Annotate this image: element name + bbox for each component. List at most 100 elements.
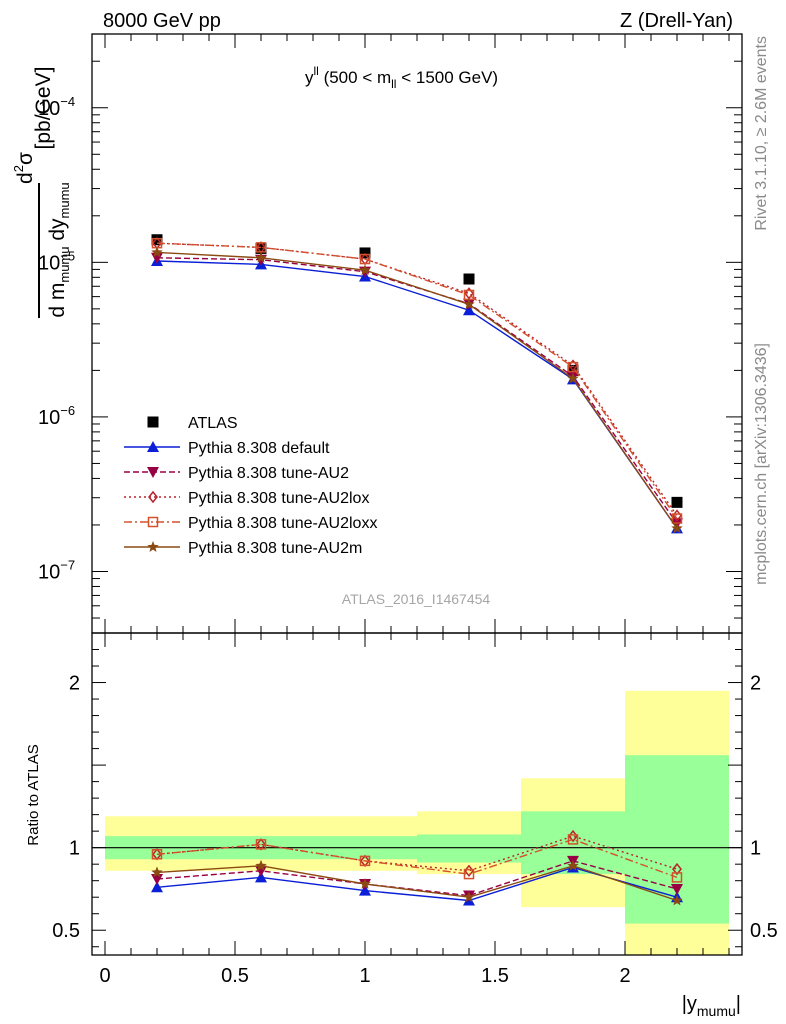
ratio-band-inner-3 — [417, 834, 521, 863]
main-y-tick-label: 10−4 — [38, 94, 75, 120]
ratio-2-point-5 — [672, 862, 682, 876]
ratio-4-point-3 — [463, 891, 475, 903]
ratio-4-point-0 — [151, 866, 163, 878]
panel-title: yll (500 < mll < 1500 GeV) — [305, 64, 498, 91]
series-5-point-5 — [671, 522, 683, 534]
series-5-point-3 — [463, 298, 475, 310]
series-2 — [151, 252, 683, 530]
series-4-point-2 — [359, 253, 371, 265]
main-series-layer — [151, 234, 683, 534]
legend-label-1: Pythia 8.308 default — [188, 440, 330, 457]
ratio-3-point-1 — [255, 839, 267, 850]
legend-entry-1: Pythia 8.308 default — [124, 440, 330, 457]
legend-entry-3: Pythia 8.308 tune-AU2lox — [124, 490, 369, 507]
ratio-y-axis-label: Ratio to ATLAS — [25, 744, 42, 845]
x-axis-label: |ymumu| — [682, 993, 741, 1019]
process-label: Z (Drell-Yan) — [620, 10, 733, 32]
ratio-4-point-2 — [359, 878, 371, 889]
series-0-point-1 — [255, 242, 267, 254]
ratio-line-3 — [156, 838, 678, 879]
legend-label-3: Pythia 8.308 tune-AU2lox — [188, 490, 369, 507]
series-5 — [151, 246, 683, 534]
ratio-4-point-1 — [255, 859, 267, 871]
ratio-1-point-5 — [671, 883, 683, 895]
mcplots-label: mcplots.cern.ch [arXiv:1306.3436] — [753, 343, 770, 585]
rivet-label: Rivet 3.1.10, ≥ 2.6M events — [753, 36, 770, 231]
main-y-tick-label: 10−6 — [38, 403, 75, 429]
y-label-denominator: d mmumu dymumu — [46, 182, 72, 317]
x-tick-label: 1 — [359, 965, 370, 987]
series-line-5 — [156, 251, 678, 529]
panel-title-range-close: < 1500 GeV) — [396, 68, 498, 87]
main-y-axis-label: d2σ d mmumu dymumu [pb/GeV] — [11, 67, 72, 318]
panel-title-main: y — [305, 68, 314, 87]
ratio-3-point-2 — [359, 855, 371, 867]
ratio-line-4 — [156, 865, 678, 902]
ratio-line-0 — [156, 866, 678, 902]
legend-label-5: Pythia 8.308 tune-AU2m — [188, 540, 362, 557]
legend-entry-4: Pythia 8.308 tune-AU2loxx — [124, 515, 377, 532]
ratio-3-point-4 — [567, 834, 579, 845]
ratio-1-point-1 — [255, 865, 267, 877]
ratio-3-point-3 — [463, 868, 475, 880]
ratio-0-point-1 — [255, 871, 267, 883]
main-y-tick-label: 10−7 — [38, 557, 75, 583]
series-5-point-4 — [567, 372, 579, 384]
ratio-y-tick-label-right: 2 — [750, 673, 761, 695]
series-4-point-4 — [567, 361, 579, 373]
axes-layer: 0 0.5 1 1.5 2 10−7 10−6 10−5 10−4 0.5 0.5 1 1 2 2 — [38, 33, 778, 987]
main-y-tick-label: 10−5 — [38, 248, 75, 274]
x-tick-label: 0.5 — [221, 965, 249, 987]
ratio-series-layer — [151, 829, 683, 906]
y-label-units: [pb/GeV] — [32, 67, 55, 150]
panel-title-range: (500 < m — [319, 68, 391, 87]
series-line-1 — [156, 260, 678, 529]
series-5-point-0 — [151, 246, 163, 258]
ratio-3-point-0 — [151, 849, 163, 860]
x-tick-label: 2 — [619, 965, 630, 987]
ratio-y-tick-label-left: 0.5 — [52, 920, 80, 942]
ratio-y-tick-label-right: 0.5 — [750, 920, 778, 942]
ratio-series-3 — [151, 834, 683, 883]
legend-marker-0 — [147, 416, 159, 428]
series-5-point-2 — [359, 264, 371, 275]
series-5-point-1 — [255, 251, 267, 263]
ratio-uncertainty-bands — [92, 690, 742, 955]
ratio-y-tick-label-left: 2 — [69, 673, 80, 695]
ratio-0-point-2 — [359, 884, 371, 896]
ratio-3-point-5 — [671, 872, 683, 883]
series-0-point-0 — [151, 234, 163, 246]
ratio-series-4 — [151, 859, 683, 906]
ratio-y-tick-label-left: 1 — [69, 838, 80, 860]
y-label-numerator: d2σ — [11, 152, 37, 184]
series-line-4 — [156, 242, 678, 519]
legend-label-0: ATLAS — [188, 415, 238, 432]
beam-energy-label: 8000 GeV pp — [103, 10, 221, 32]
legend-entry-0: ATLAS — [147, 415, 238, 432]
series-1-point-3 — [463, 304, 475, 316]
legend-label-4: Pythia 8.308 tune-AU2loxx — [188, 515, 377, 532]
panel-title-sup: ll — [314, 64, 319, 78]
ratio-0-point-0 — [151, 881, 163, 893]
ratio-1-point-0 — [151, 874, 163, 886]
series-0-point-5 — [671, 496, 683, 508]
series-3-point-4 — [568, 359, 578, 372]
panel-title-sub: ll — [391, 77, 396, 91]
x-tick-label: 1.5 — [481, 965, 509, 987]
legend-marker-2 — [147, 467, 159, 478]
legend-marker-1 — [147, 441, 159, 452]
legend: ATLAS Pythia 8.308 default Pythia 8.308 tu… — [124, 415, 377, 557]
ratio-y-tick-label-right: 1 — [750, 838, 761, 860]
ratio-line-1 — [156, 860, 678, 897]
legend-label-2: Pythia 8.308 tune-AU2 — [188, 465, 349, 482]
ratio-4-point-5 — [671, 894, 683, 906]
legend-entry-2: Pythia 8.308 tune-AU2 — [124, 465, 349, 482]
legend-marker-5 — [147, 541, 159, 552]
legend-marker-3 — [148, 490, 158, 504]
legend-entry-5: Pythia 8.308 tune-AU2m — [124, 540, 362, 557]
legend-marker-4 — [147, 516, 159, 528]
series-0-point-3 — [463, 273, 475, 285]
series-line-2 — [156, 257, 678, 524]
x-tick-label: 0 — [99, 965, 110, 987]
